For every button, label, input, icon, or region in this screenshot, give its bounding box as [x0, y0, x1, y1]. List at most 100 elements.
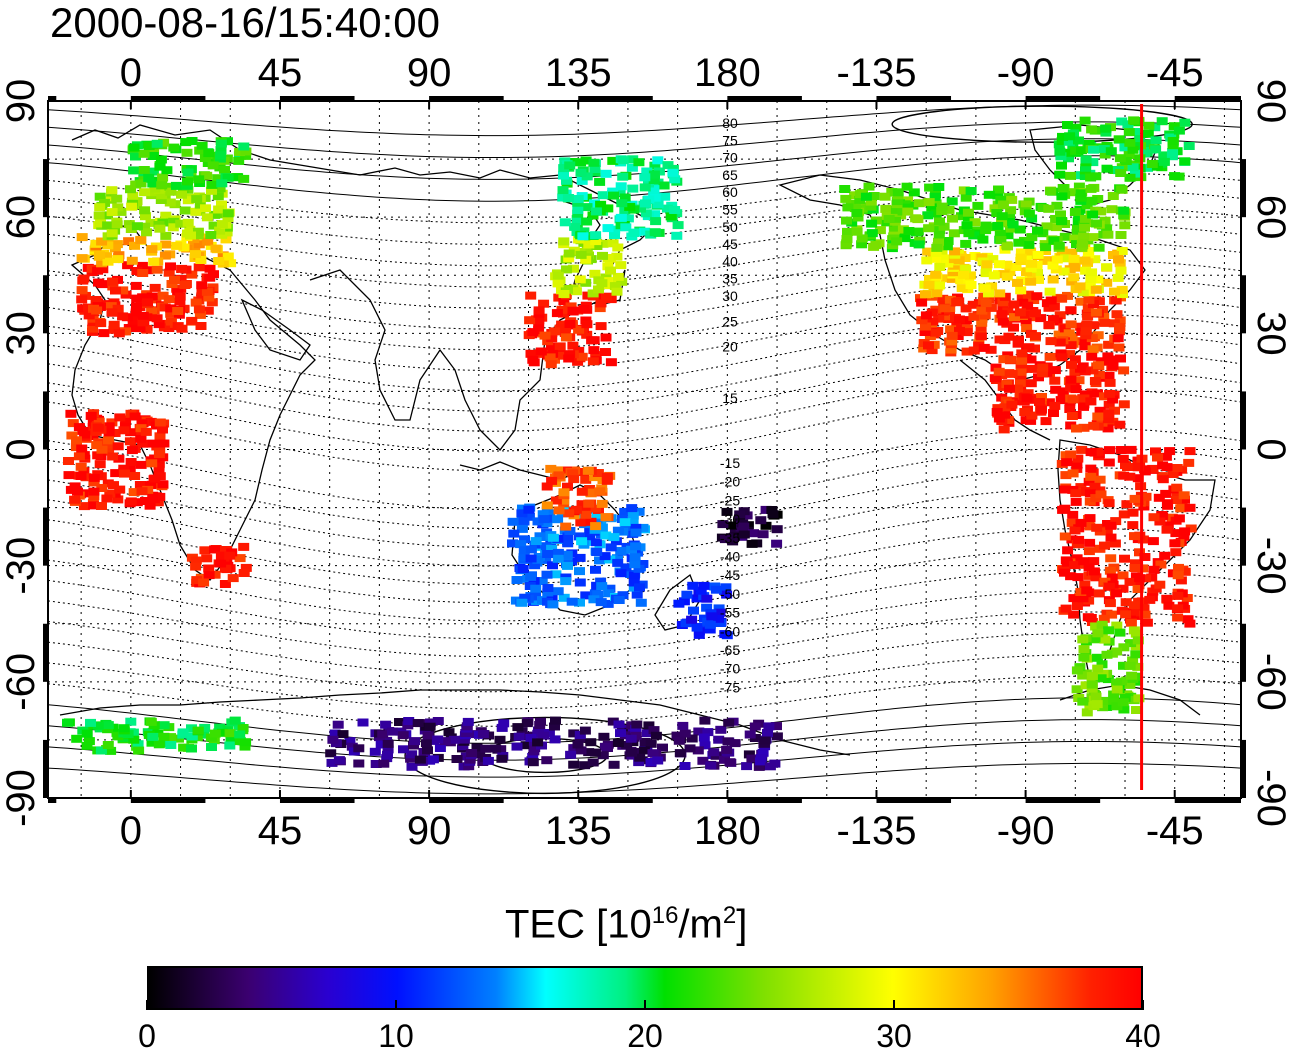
tec-point	[523, 505, 535, 514]
tec-point	[628, 578, 640, 587]
tec-point	[552, 548, 564, 557]
tec-point	[125, 185, 136, 194]
tec-point	[194, 310, 206, 319]
tec-point	[1080, 163, 1092, 172]
tec-point	[1067, 469, 1079, 478]
tec-point	[1012, 384, 1023, 393]
tec-point	[851, 227, 863, 236]
tec-point	[649, 193, 661, 202]
tec-point	[544, 353, 556, 362]
tec-point	[615, 729, 626, 738]
tec-point	[151, 314, 163, 323]
contour-label: -70	[720, 661, 740, 677]
tec-point	[1131, 608, 1143, 617]
tec-point	[1004, 355, 1016, 364]
contour-label: 65	[722, 167, 738, 183]
tec-point	[601, 476, 613, 485]
tec-point	[973, 229, 985, 238]
tec-point	[946, 197, 958, 206]
tec-point	[1083, 596, 1095, 605]
colorbar-label: 10	[378, 1018, 414, 1054]
tec-point	[609, 225, 621, 234]
tec-point	[1023, 343, 1035, 352]
tec-point	[969, 218, 981, 227]
tec-point	[1059, 324, 1071, 333]
colorbar-tick	[1142, 1000, 1144, 1010]
tec-point	[1020, 200, 1032, 209]
tec-point	[627, 511, 639, 520]
tec-point	[131, 498, 143, 507]
tec-point	[1001, 260, 1013, 269]
tec-point	[1063, 148, 1075, 157]
tec-point	[612, 243, 624, 252]
tec-point	[129, 412, 141, 421]
tec-point	[1129, 564, 1141, 572]
tec-point	[842, 227, 853, 236]
tec-point	[147, 491, 159, 500]
tec-point	[1071, 554, 1083, 563]
tec-point	[594, 556, 605, 565]
tec-point	[713, 735, 725, 744]
tec-point	[1088, 421, 1100, 430]
tec-point	[79, 430, 91, 439]
tec-point	[615, 182, 627, 191]
tec-point	[193, 263, 205, 272]
tec-point	[602, 262, 614, 271]
tec-point	[176, 324, 188, 333]
tec-point	[715, 619, 726, 627]
tec-point	[238, 174, 250, 183]
tec-point	[1169, 172, 1181, 181]
tec-point	[220, 235, 232, 244]
axis-bar	[43, 159, 48, 218]
tec-point	[103, 429, 115, 438]
contour-line	[48, 632, 1241, 693]
tec-point	[565, 750, 577, 759]
tec-point	[1075, 483, 1087, 492]
tec-point	[749, 722, 761, 731]
tec-point	[610, 537, 622, 546]
tec-point	[849, 191, 861, 200]
tec-point	[1115, 231, 1127, 239]
tec-point	[1109, 406, 1120, 415]
tec-point	[1161, 499, 1173, 508]
tec-point	[558, 496, 570, 505]
tec-point	[922, 247, 934, 256]
tec-point	[463, 762, 475, 771]
tec-point	[1087, 345, 1099, 354]
tec-point	[975, 332, 987, 341]
tec-point	[530, 537, 542, 546]
tec-point	[520, 741, 532, 750]
tec-point	[92, 451, 104, 460]
tec-point	[124, 465, 136, 474]
tec-point	[1138, 604, 1150, 613]
tec-point	[538, 515, 550, 524]
tec-point	[589, 748, 601, 757]
lat-tick-left: 30	[0, 311, 43, 356]
tec-point	[590, 231, 602, 240]
tec-point	[1105, 533, 1117, 542]
tec-point	[588, 346, 600, 355]
tec-point	[115, 207, 127, 216]
tec-point	[1002, 307, 1014, 316]
tec-point	[550, 496, 562, 505]
tec-point	[147, 152, 159, 160]
tec-point	[132, 740, 144, 749]
tec-point	[962, 208, 974, 217]
tec-point	[575, 168, 587, 177]
tec-point	[512, 723, 524, 732]
tec-point	[961, 328, 973, 337]
tec-point	[119, 469, 130, 478]
lon-tick-top: -45	[1146, 51, 1204, 95]
tec-point	[113, 329, 125, 338]
tec-point	[214, 226, 226, 235]
tec-point	[1068, 273, 1080, 282]
tec-point	[1098, 614, 1110, 623]
tec-point	[1170, 496, 1182, 504]
tec-point	[147, 167, 159, 176]
tec-point	[1055, 396, 1067, 405]
tec-point	[645, 758, 657, 766]
tec-point	[724, 758, 736, 767]
tec-point	[154, 162, 166, 171]
tec-point	[560, 577, 572, 586]
tec-point	[997, 317, 1009, 326]
